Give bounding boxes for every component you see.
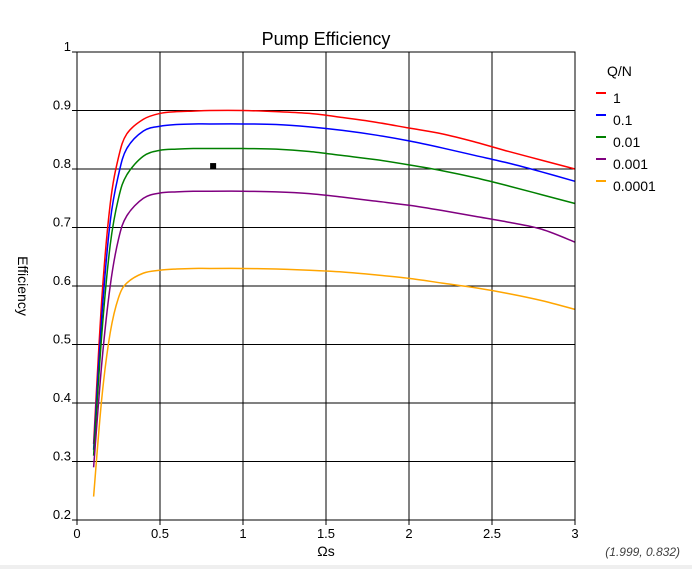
x-tick-label: 1 <box>239 526 246 541</box>
legend-title: Q/N <box>607 63 632 79</box>
plot-area-border <box>76 51 576 521</box>
chart-title: Pump Efficiency <box>262 29 391 49</box>
legend-label: 1 <box>613 90 621 106</box>
legend-label: 0.001 <box>613 156 648 172</box>
x-tick-label: 3 <box>571 526 578 541</box>
y-tick-label: 0.6 <box>53 273 71 288</box>
x-tick-label: 2 <box>405 526 412 541</box>
y-tick-label: 0.7 <box>53 215 71 230</box>
series-line-1 <box>92 109 576 444</box>
y-tick-label: 0.3 <box>53 449 71 464</box>
legend-label: 0.1 <box>613 112 633 128</box>
legend-label: 0.01 <box>613 134 640 150</box>
series-line-0.1 <box>92 123 576 450</box>
annotation-markers <box>210 163 217 170</box>
x-tick-label: 0 <box>73 526 80 541</box>
series-line-0.001 <box>92 190 576 468</box>
x-tick-label: 0.5 <box>151 526 169 541</box>
legend: 1 0.1 0.01 0.001 0.0001 <box>596 90 656 194</box>
y-tick-label: 0.8 <box>53 156 71 171</box>
y-tick-label: 0.9 <box>53 98 71 113</box>
series-lines <box>92 109 576 497</box>
y-tick-label: 0.2 <box>53 507 71 522</box>
x-tick-label: 2.5 <box>483 526 501 541</box>
y-axis-label: Efficiency <box>15 256 31 316</box>
cursor-coordinate-readout: (1.999, 0.832) <box>605 545 680 559</box>
series-line-0.0001 <box>92 267 576 497</box>
marker-point <box>210 163 217 170</box>
x-tick-label: 1.5 <box>317 526 335 541</box>
x-axis-label: Ωs <box>317 543 334 559</box>
series-line-0.01 <box>92 147 576 456</box>
y-tick-label: 0.5 <box>53 332 71 347</box>
y-tick-label: 1 <box>64 39 71 54</box>
legend-label: 0.0001 <box>613 178 656 194</box>
x-axis-ticks: 0 0.5 1 1.5 2 2.5 3 <box>73 520 579 541</box>
y-tick-label: 0.4 <box>53 390 71 405</box>
status-strip <box>0 565 692 569</box>
y-axis-ticks: 0.2 0.3 0.4 0.5 0.6 0.7 0.8 0.9 1 <box>53 39 77 522</box>
